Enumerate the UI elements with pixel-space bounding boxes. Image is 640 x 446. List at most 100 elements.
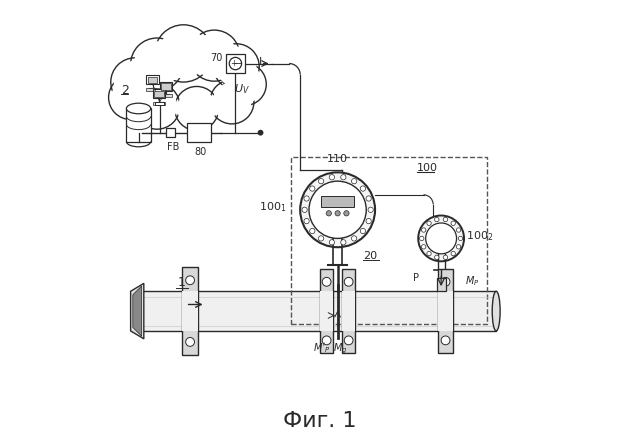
- FancyBboxPatch shape: [342, 291, 355, 331]
- Polygon shape: [131, 283, 144, 339]
- Circle shape: [175, 87, 219, 131]
- Circle shape: [451, 252, 456, 256]
- FancyBboxPatch shape: [159, 95, 172, 98]
- Circle shape: [420, 236, 424, 241]
- Text: 20: 20: [364, 251, 378, 261]
- Circle shape: [344, 336, 353, 345]
- Text: P: P: [413, 273, 419, 283]
- Circle shape: [451, 221, 456, 226]
- Circle shape: [210, 80, 254, 124]
- FancyBboxPatch shape: [436, 278, 445, 291]
- Circle shape: [329, 175, 335, 180]
- Circle shape: [435, 217, 439, 222]
- Circle shape: [427, 221, 431, 226]
- Circle shape: [213, 83, 251, 120]
- FancyBboxPatch shape: [226, 54, 244, 73]
- FancyBboxPatch shape: [342, 269, 355, 353]
- Text: $U_V$: $U_V$: [234, 82, 250, 96]
- Circle shape: [322, 336, 331, 345]
- Circle shape: [304, 219, 309, 224]
- Circle shape: [178, 90, 216, 127]
- Circle shape: [115, 62, 156, 103]
- Text: Фиг. 1: Фиг. 1: [284, 411, 356, 431]
- Circle shape: [310, 228, 315, 234]
- Polygon shape: [133, 286, 141, 336]
- Circle shape: [427, 252, 431, 256]
- Circle shape: [458, 236, 463, 241]
- Circle shape: [344, 277, 353, 286]
- Circle shape: [111, 58, 159, 106]
- Circle shape: [422, 228, 426, 232]
- FancyBboxPatch shape: [153, 102, 165, 105]
- Text: $100_1$: $100_1$: [259, 201, 287, 215]
- Text: 80: 80: [194, 147, 206, 157]
- Circle shape: [224, 63, 266, 105]
- Text: 110: 110: [326, 154, 348, 164]
- Text: 70: 70: [210, 53, 222, 63]
- FancyBboxPatch shape: [147, 75, 159, 84]
- Circle shape: [319, 236, 324, 241]
- Text: $100_2$: $100_2$: [466, 229, 493, 243]
- Text: 100: 100: [417, 163, 438, 173]
- Circle shape: [351, 178, 356, 184]
- FancyBboxPatch shape: [131, 291, 496, 331]
- FancyBboxPatch shape: [156, 102, 164, 105]
- Circle shape: [441, 336, 450, 345]
- Circle shape: [456, 244, 461, 249]
- Circle shape: [444, 217, 447, 222]
- Circle shape: [340, 175, 346, 180]
- Circle shape: [335, 211, 340, 216]
- Circle shape: [159, 29, 208, 78]
- Circle shape: [435, 255, 439, 260]
- Circle shape: [302, 207, 307, 212]
- Circle shape: [259, 131, 263, 135]
- Circle shape: [193, 34, 236, 77]
- FancyBboxPatch shape: [320, 291, 333, 331]
- Circle shape: [217, 47, 256, 86]
- FancyBboxPatch shape: [127, 108, 150, 141]
- FancyBboxPatch shape: [159, 82, 172, 91]
- Circle shape: [368, 207, 373, 212]
- Circle shape: [310, 186, 315, 191]
- FancyBboxPatch shape: [166, 128, 175, 137]
- Circle shape: [109, 75, 152, 120]
- Circle shape: [426, 223, 456, 254]
- Circle shape: [444, 255, 447, 260]
- Circle shape: [329, 240, 335, 245]
- FancyBboxPatch shape: [154, 91, 164, 97]
- Ellipse shape: [127, 103, 150, 114]
- Circle shape: [456, 228, 461, 232]
- Text: $M_P$: $M_P$: [465, 274, 479, 288]
- Circle shape: [213, 44, 259, 90]
- Circle shape: [418, 215, 464, 261]
- Circle shape: [134, 83, 180, 129]
- Text: +: +: [230, 58, 237, 68]
- Circle shape: [186, 338, 195, 347]
- Text: FB: FB: [167, 141, 179, 152]
- Text: $M_g$: $M_g$: [333, 341, 347, 356]
- FancyBboxPatch shape: [320, 269, 333, 353]
- Circle shape: [309, 181, 366, 239]
- Circle shape: [227, 66, 263, 102]
- Circle shape: [360, 186, 365, 191]
- Circle shape: [366, 196, 371, 201]
- FancyBboxPatch shape: [182, 267, 198, 355]
- FancyBboxPatch shape: [147, 88, 159, 91]
- FancyBboxPatch shape: [321, 196, 354, 207]
- Circle shape: [112, 79, 149, 116]
- Circle shape: [131, 38, 184, 91]
- Circle shape: [326, 211, 332, 216]
- Circle shape: [186, 276, 195, 285]
- Circle shape: [300, 172, 375, 247]
- Circle shape: [319, 178, 324, 184]
- Circle shape: [189, 30, 240, 81]
- Text: 1: 1: [177, 276, 185, 289]
- Circle shape: [344, 211, 349, 216]
- Text: 2: 2: [122, 84, 129, 97]
- FancyBboxPatch shape: [153, 89, 165, 99]
- Circle shape: [340, 240, 346, 245]
- Ellipse shape: [492, 291, 500, 331]
- Circle shape: [155, 25, 212, 82]
- FancyBboxPatch shape: [438, 291, 453, 331]
- Circle shape: [441, 277, 450, 286]
